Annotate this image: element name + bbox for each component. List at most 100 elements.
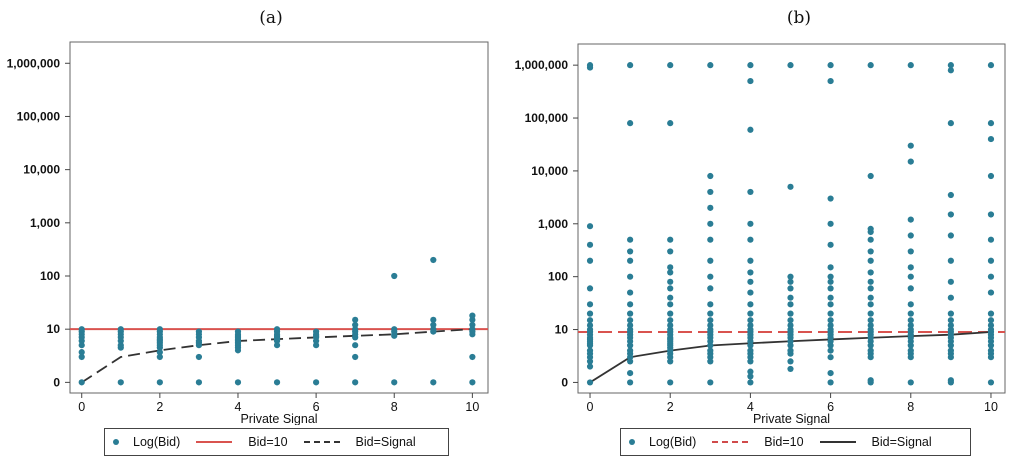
log-bid-point (907, 248, 914, 255)
log-bid-point (867, 225, 874, 233)
log-bid-point (867, 172, 874, 180)
log-bid-point (313, 328, 320, 335)
log-bid-point (352, 321, 359, 329)
log-bid-point (787, 183, 794, 190)
log-bid-point (947, 322, 954, 329)
log-bid-point (667, 294, 674, 301)
legend-label: Bid=Signal (355, 435, 416, 449)
log-bid-point (195, 353, 203, 361)
log-bid-point (667, 269, 674, 276)
log-bid-point (667, 379, 674, 386)
legend-dot-marker (113, 439, 119, 445)
log-bid-point (867, 347, 874, 354)
log-bid-point (156, 379, 163, 386)
log-bid-point (352, 316, 359, 323)
log-bid-point (907, 216, 914, 223)
log-bid-point (907, 310, 914, 317)
log-bid-point (987, 257, 995, 264)
log-bid-point (787, 294, 794, 301)
log-bid-point (234, 328, 242, 335)
legend-label: Log(Bid) (649, 435, 697, 449)
x-tick-label: 6 (313, 400, 320, 414)
legend-line-marker (303, 441, 340, 443)
log-bid-point (867, 269, 874, 276)
log-bid-point (586, 379, 594, 386)
log-bid-point (827, 195, 834, 202)
log-bid-point (747, 379, 754, 386)
log-bid-point (430, 379, 437, 386)
x-tick-label: 4 (235, 400, 242, 414)
log-bid-point (747, 317, 754, 324)
log-bid-point (707, 322, 714, 329)
log-bid-point (987, 289, 995, 296)
x-tick-label: 2 (156, 400, 163, 414)
log-bid-point (156, 326, 163, 333)
log-bid-point (627, 257, 634, 264)
log-bid-point (747, 289, 754, 296)
log-bid-point (707, 317, 714, 324)
log-bid-point (707, 172, 714, 180)
log-bid-point (987, 62, 995, 69)
log-bid-point (987, 273, 995, 280)
log-bid-point (586, 317, 594, 324)
log-bid-point (627, 347, 634, 354)
y-tick-label: 100 (40, 269, 60, 283)
log-bid-point (987, 347, 995, 354)
log-bid-point (586, 241, 594, 248)
legend-item-log-bid: Log(Bid) (113, 435, 180, 449)
log-bid-point (987, 236, 995, 243)
log-bid-point (907, 285, 914, 292)
log-bid-point (667, 285, 674, 292)
log-bid-point (827, 354, 834, 361)
log-bid-point (707, 62, 714, 69)
log-bid-point (707, 188, 714, 196)
log-bid-point (827, 301, 834, 308)
x-tick-label: 8 (907, 400, 914, 414)
log-bid-point (947, 67, 954, 74)
x-tick-label: 0 (587, 400, 594, 414)
log-bid-point (586, 310, 594, 317)
log-bid-point (907, 273, 914, 280)
y-tick-label: 0 (561, 375, 568, 389)
plot-frame (69, 41, 489, 394)
log-bid-point (947, 294, 954, 301)
log-bid-point (747, 347, 754, 354)
log-bid-point (627, 62, 634, 69)
log-bid-point (867, 310, 874, 317)
x-tick-label: 10 (984, 400, 998, 414)
log-bid-point (667, 236, 674, 243)
log-bid-point (586, 285, 594, 292)
log-bid-point (586, 223, 594, 230)
log-bid-point (352, 353, 359, 361)
log-bid-point (707, 347, 714, 354)
legend-dot-marker (629, 439, 635, 445)
log-bid-point (469, 353, 476, 361)
log-bid-point (987, 120, 995, 127)
y-tick-label: 100 (548, 270, 568, 284)
log-bid-point (987, 322, 995, 329)
log-bid-point (827, 322, 834, 329)
log-bid-point (947, 317, 954, 324)
log-bid-point (787, 285, 794, 292)
log-bid-point (827, 77, 834, 85)
y-tick-label: 100,000 (525, 111, 569, 125)
log-bid-point (787, 347, 794, 354)
log-bid-point (827, 278, 834, 285)
log-bid-point (787, 62, 794, 69)
y-tick-label: 1,000,000 (515, 58, 569, 72)
x-tick-label: 8 (391, 400, 398, 414)
log-bid-point (947, 278, 954, 285)
x-tick-label: 10 (465, 400, 479, 414)
log-bid-point (78, 379, 85, 386)
log-bid-point (907, 264, 914, 271)
log-bid-point (627, 289, 634, 296)
log-bid-point (827, 264, 834, 271)
log-bid-point (947, 191, 954, 199)
log-bid-point (273, 326, 281, 333)
log-bid-point (667, 322, 674, 329)
y-tick-label: 1,000 (538, 217, 568, 231)
log-bid-point (947, 62, 954, 69)
y-tick-label: 100,000 (17, 109, 61, 123)
log-bid-point (867, 322, 874, 329)
log-bid-point (469, 321, 476, 329)
